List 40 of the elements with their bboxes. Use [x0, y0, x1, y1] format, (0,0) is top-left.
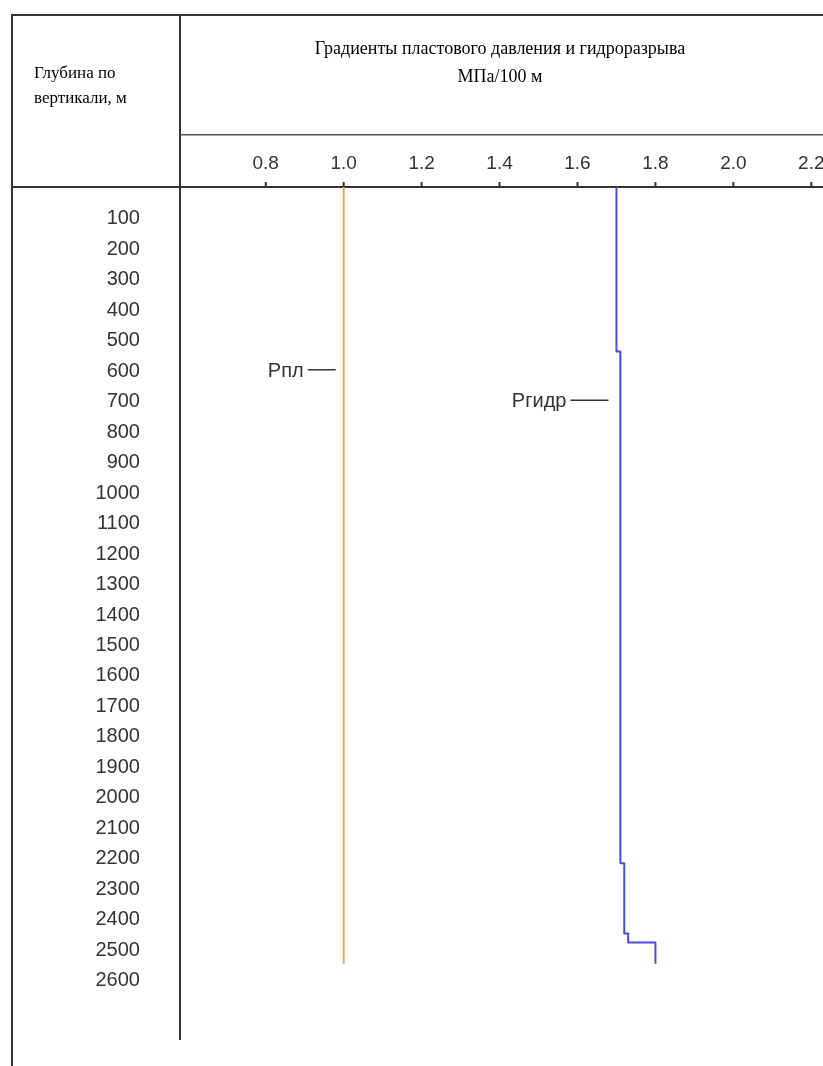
line-series	[615, 186, 657, 965]
y-tick-label: 1600	[95, 663, 140, 686]
series-label: Рпл	[267, 358, 304, 381]
y-tick-label: 700	[106, 389, 140, 412]
y-tick-label: 1200	[95, 541, 140, 564]
y-tick-label: 600	[106, 358, 140, 381]
x-tick-label: 0.8	[252, 152, 279, 173]
text: Ргидр	[511, 389, 567, 412]
y-tick-label: 2300	[95, 876, 140, 899]
x-tick-label: 2.2	[798, 152, 823, 173]
x-tick-label: 1.0	[330, 152, 357, 173]
y-tick-label: 2600	[95, 968, 140, 991]
y-tick-label: 200	[106, 236, 140, 259]
y-tick-label: 1700	[95, 693, 140, 716]
y-tick-label: 1800	[95, 724, 140, 747]
y-tick-label: 2000	[95, 785, 140, 808]
y-tick-label: 300	[106, 267, 140, 290]
y-tick-label: 1400	[95, 602, 140, 625]
y-tick-label: 500	[106, 328, 140, 351]
chart-title: Градиенты пластового давления и гидроразрыва	[314, 38, 686, 58]
chart-subtitle: МПа/100 м	[457, 66, 543, 86]
y-axis-title: Глубина по вертикали, м	[34, 63, 128, 107]
y-tick-label: 2500	[95, 937, 140, 960]
y-tick-label: 100	[106, 206, 140, 229]
y-tick-label: 1100	[96, 511, 140, 534]
y-tick-label: 2200	[95, 846, 140, 869]
x-tick-label: 1.6	[564, 152, 591, 173]
x-tick-label: 1.2	[408, 152, 435, 173]
x-tick-label: 1.4	[486, 152, 514, 173]
y-tick-label: 900	[106, 450, 140, 473]
y-tick-label: 2100	[95, 815, 140, 838]
y-tick-label: 1500	[95, 632, 140, 655]
y-tick-label: 1300	[95, 572, 140, 595]
y-tick-label: 400	[106, 297, 140, 320]
x-tick-label: 1.8	[642, 152, 669, 173]
x-tick-label: 2.0	[720, 152, 747, 173]
y-tick-label: 1000	[95, 480, 140, 503]
y-tick-label: 2400	[95, 907, 140, 930]
y-tick-label: 800	[106, 419, 140, 442]
y-tick-label: 1900	[95, 754, 140, 777]
